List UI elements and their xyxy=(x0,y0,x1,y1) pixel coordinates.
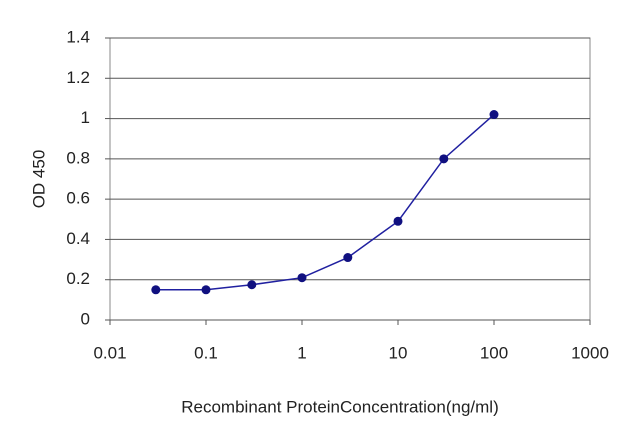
x-tick-label: 0.01 xyxy=(93,343,126,362)
x-tick-label: 1 xyxy=(297,343,306,362)
series-line xyxy=(155,113,495,291)
data-point xyxy=(439,154,449,164)
data-point xyxy=(151,285,161,295)
plot-area xyxy=(109,37,591,321)
x-axis-label: Recombinant ProteinConcentration(ng/ml) xyxy=(181,397,499,416)
x-tick-label: 0.1 xyxy=(194,343,218,362)
data-point xyxy=(201,285,211,295)
data-point xyxy=(247,280,257,290)
data-point xyxy=(393,216,403,226)
data-point xyxy=(489,110,499,120)
y-tick-label: 1.4 xyxy=(66,27,90,46)
data-point xyxy=(297,273,307,283)
x-tick-label: 1000 xyxy=(571,343,609,362)
y-axis-label: OD 450 xyxy=(29,150,48,209)
data-point xyxy=(343,253,353,263)
y-tick-label: 1 xyxy=(81,108,90,127)
y-tick-label: 1.2 xyxy=(66,68,90,87)
y-tick-label: 0.6 xyxy=(66,189,90,208)
y-tick-label: 0.4 xyxy=(66,229,90,248)
y-tick-label: 0.8 xyxy=(66,148,90,167)
y-tick-label: 0 xyxy=(81,309,90,328)
x-tick-label: 10 xyxy=(389,343,408,362)
y-tick-label: 0.2 xyxy=(66,269,90,288)
x-tick-label: 100 xyxy=(480,343,508,362)
